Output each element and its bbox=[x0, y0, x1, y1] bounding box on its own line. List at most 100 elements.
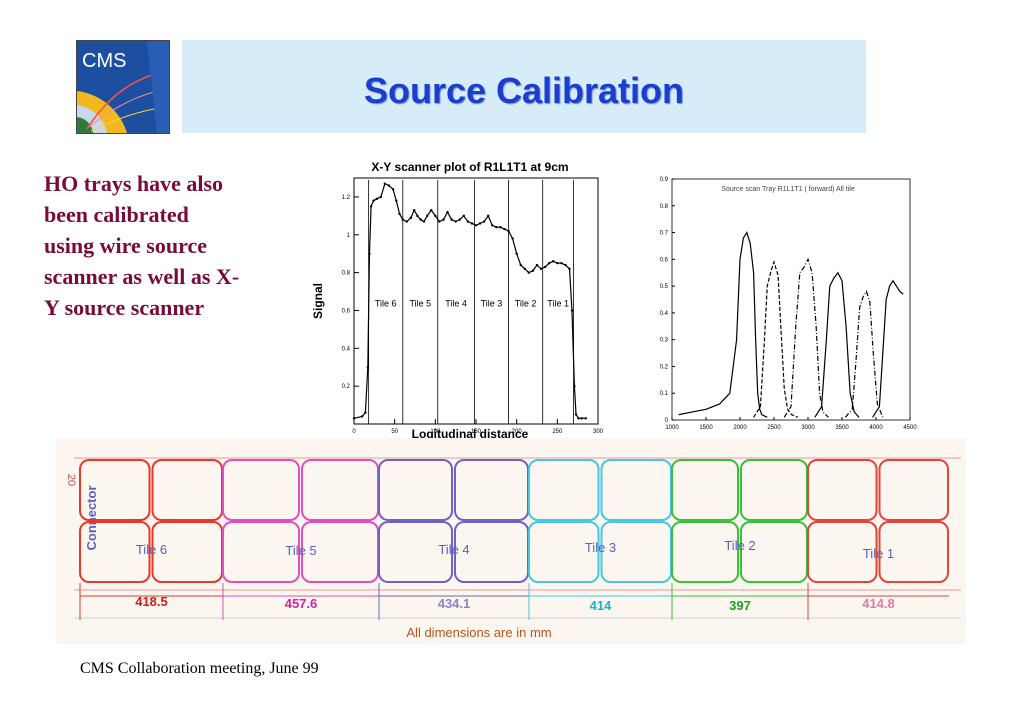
xy-scanner-plot-svg: X-Y scanner plot of R1L1T1 at 9cm Logitu… bbox=[311, 160, 604, 441]
signal-point bbox=[442, 218, 445, 221]
signal-point bbox=[495, 226, 498, 229]
signal-point bbox=[573, 384, 576, 388]
source-scan-plot-svg: Source scan Tray R1L1T1 ( forward) All t… bbox=[660, 177, 918, 431]
signal-point bbox=[401, 218, 404, 221]
x-tick-label: 4000 bbox=[869, 425, 883, 431]
plot1-xlabel: Logitudinal distance bbox=[412, 427, 529, 440]
scan-peak-line bbox=[753, 260, 799, 418]
tile-cell bbox=[878, 459, 949, 521]
x-tick-label: 4500 bbox=[903, 425, 917, 431]
tile-label: Tile 2 bbox=[724, 538, 755, 553]
scan-peak-line bbox=[783, 257, 829, 418]
x-tick-label: 300 bbox=[593, 429, 604, 435]
y-tick-label: 0.8 bbox=[660, 204, 669, 210]
signal-point bbox=[369, 205, 373, 208]
signal-point bbox=[364, 411, 367, 414]
connector-label: Connector bbox=[84, 486, 99, 551]
y-tick-label: 0.9 bbox=[660, 177, 669, 183]
signal-point bbox=[360, 415, 364, 418]
x-tick-label: 0 bbox=[352, 429, 356, 435]
signal-point bbox=[535, 263, 539, 267]
title-band: Source Calibration bbox=[182, 40, 866, 133]
tile-cell bbox=[301, 459, 379, 521]
tile-cell bbox=[600, 459, 672, 521]
x-tick-label: 100 bbox=[430, 429, 441, 435]
signal-point bbox=[379, 195, 383, 199]
x-tick-label: 3500 bbox=[835, 425, 849, 431]
signal-point bbox=[412, 208, 416, 212]
signal-point bbox=[419, 218, 422, 221]
signal-point bbox=[372, 199, 375, 202]
tile-cell bbox=[79, 521, 151, 583]
y-tick-label: 0.6 bbox=[660, 257, 669, 263]
tile-cell bbox=[528, 459, 600, 521]
y-tick-label: 0 bbox=[665, 418, 669, 424]
plot1-title: X-Y scanner plot of R1L1T1 at 9cm bbox=[371, 160, 568, 174]
logo-text: CMS bbox=[82, 50, 126, 72]
signal-point bbox=[409, 216, 413, 219]
y-tick-label: 0.4 bbox=[342, 346, 351, 352]
y-tick-label: 1.2 bbox=[342, 195, 351, 201]
x-tick-label: 1000 bbox=[665, 425, 679, 431]
signal-point bbox=[426, 214, 429, 218]
tile-label: Tile 6 bbox=[136, 542, 167, 557]
tile-cell bbox=[378, 459, 453, 521]
signal-point bbox=[531, 269, 535, 272]
bullet-line: using wire source bbox=[44, 233, 207, 258]
signal-point bbox=[395, 199, 398, 202]
signal-point bbox=[474, 224, 478, 227]
y-tick-label: 0.7 bbox=[660, 231, 669, 237]
signal-point bbox=[519, 263, 522, 267]
tile-label: Tile 3 bbox=[585, 540, 616, 555]
signal-point bbox=[511, 237, 514, 240]
signal-point bbox=[478, 222, 482, 225]
tile-cell bbox=[878, 521, 949, 583]
signal-point bbox=[507, 229, 510, 233]
tile-section-label: Tile 4 bbox=[445, 299, 467, 309]
tile-cell bbox=[740, 459, 808, 521]
signal-point bbox=[568, 267, 571, 271]
signal-point bbox=[543, 265, 547, 269]
tile-dimension: 414 bbox=[590, 598, 612, 613]
signal-point bbox=[450, 218, 453, 221]
y-tick-label: 0.4 bbox=[660, 311, 669, 317]
signal-point bbox=[446, 210, 449, 214]
signal-point bbox=[548, 261, 551, 265]
tile-cell bbox=[807, 459, 878, 521]
tile-label: Tile 4 bbox=[438, 542, 469, 557]
y-tick-label: 0.5 bbox=[660, 284, 669, 290]
tile-dimension: 457.6 bbox=[285, 596, 318, 611]
signal-point bbox=[352, 417, 356, 420]
scan-peak-line bbox=[872, 279, 904, 418]
tile-cell bbox=[222, 521, 300, 583]
tile-cell bbox=[222, 459, 300, 521]
signal-point bbox=[574, 413, 578, 416]
signal-point bbox=[383, 182, 387, 185]
signal-point bbox=[387, 184, 391, 187]
tile-section-label: Tile 1 bbox=[547, 299, 569, 309]
signal-point bbox=[368, 252, 371, 255]
bullet-line: Y source scanner bbox=[44, 295, 205, 320]
signal-point bbox=[470, 222, 474, 225]
y-tick-label: 0.3 bbox=[660, 338, 669, 344]
signal-point bbox=[438, 220, 441, 223]
cms-logo: CMS bbox=[76, 40, 170, 134]
signal-point bbox=[430, 208, 433, 212]
signal-point bbox=[454, 220, 457, 223]
bullet-text: HO trays have also been calibrated using… bbox=[44, 168, 294, 323]
signal-point bbox=[375, 197, 378, 201]
tile-cell bbox=[671, 459, 739, 521]
scan-peak-line bbox=[844, 290, 884, 418]
bullet-line: HO trays have also bbox=[44, 171, 224, 196]
tile-dimension: 434.1 bbox=[438, 596, 471, 611]
y-tick-label: 1 bbox=[347, 233, 351, 239]
tile-dimension: 418.5 bbox=[135, 594, 168, 609]
xy-scanner-plot: X-Y scanner plot of R1L1T1 at 9cm Logitu… bbox=[310, 158, 606, 441]
tile-cell bbox=[454, 459, 529, 521]
tile-label: Tile 5 bbox=[285, 543, 316, 558]
y-tick-label: 0.2 bbox=[342, 384, 351, 390]
plot2-frame bbox=[671, 178, 911, 421]
signal-point bbox=[527, 271, 531, 274]
tile-cell bbox=[528, 521, 600, 583]
tile-section-label: Tile 3 bbox=[481, 299, 503, 309]
